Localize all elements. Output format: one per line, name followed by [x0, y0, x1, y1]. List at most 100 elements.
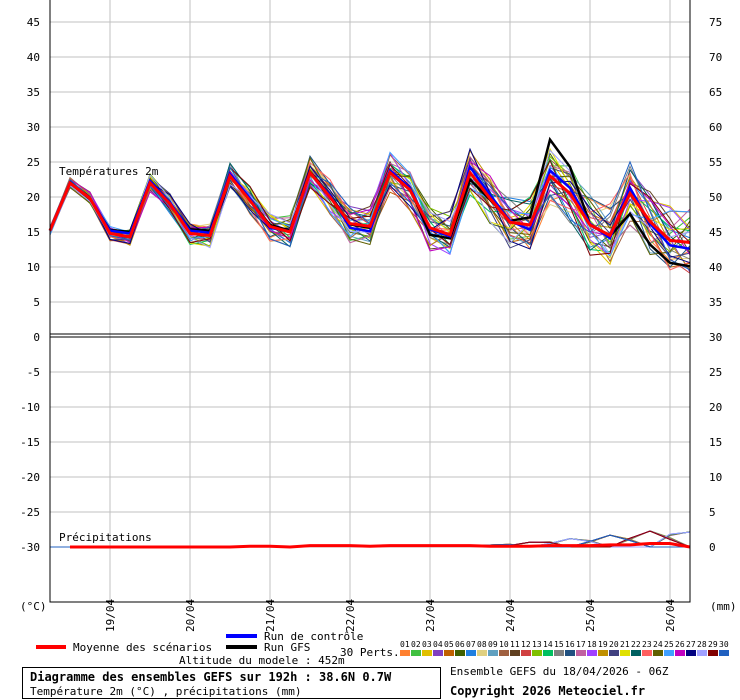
left-unit-label: (°C): [20, 600, 47, 613]
perturbation-swatch: [532, 650, 542, 656]
left-tick-label: 30: [27, 121, 40, 134]
left-tick-label: -25: [20, 506, 40, 519]
perturbation-id-label: 09: [488, 640, 498, 649]
perturbation-id-label: 13: [532, 640, 542, 649]
perturbation-id-label: 05: [444, 640, 454, 649]
right-tick-label: 55: [709, 156, 722, 169]
right-tick-label: 35: [709, 296, 722, 309]
left-tick-label: 5: [33, 296, 40, 309]
grid: [50, 0, 690, 602]
right-tick-label: 70: [709, 51, 722, 64]
precipitation-panel-label: Précipitations: [59, 531, 152, 544]
perturbation-swatch: [686, 650, 696, 656]
perturbation-id-label: 28: [697, 640, 707, 649]
perturbation-swatch: [609, 650, 619, 656]
perturbation-swatch: [631, 650, 641, 656]
left-tick-label: -10: [20, 401, 40, 414]
perturbation-id-label: 03: [422, 640, 432, 649]
legend-control-label: Run de contrôle: [264, 630, 363, 643]
right-tick-label: 75: [709, 16, 722, 29]
perturbation-id-label: 25: [664, 640, 674, 649]
right-tick-label: 50: [709, 191, 722, 204]
altitude-label: Altitude du modele : 452m: [179, 654, 345, 667]
temperature-perturbation-line: [49, 151, 691, 257]
main-lines: [48, 136, 691, 549]
perturbation-swatch: [499, 650, 509, 656]
perturbation-id-label: 21: [620, 640, 630, 649]
temperature-perturbation-line: [49, 156, 691, 256]
perturbation-id-label: 01: [400, 640, 410, 649]
perturbation-swatch: [620, 650, 630, 656]
left-tick-label: -20: [20, 471, 40, 484]
footer-title: Diagramme des ensembles GEFS sur 192h : …: [30, 670, 392, 684]
right-unit-label: (mm): [710, 600, 737, 613]
perturbation-swatch: [598, 650, 608, 656]
perturbation-id-label: 11: [510, 640, 520, 649]
left-tick-label: 45: [27, 16, 40, 29]
plot-frame: [49, 0, 691, 603]
left-tick-label: -15: [20, 436, 40, 449]
legend-gfs-label: Run GFS: [264, 641, 310, 654]
right-tick-label: 0: [709, 541, 716, 554]
right-tick-label: 45: [709, 226, 722, 239]
perturbation-id-label: 24: [653, 640, 663, 649]
perturbation-swatch: [543, 650, 553, 656]
right-tick-label: 65: [709, 86, 722, 99]
perturbation-id-label: 18: [587, 640, 597, 649]
x-tick-label: 20/04: [184, 599, 197, 632]
x-tick-label: 23/04: [424, 599, 437, 632]
perturbation-swatch: [697, 650, 707, 656]
temperature-series-line: [48, 169, 691, 244]
perturbation-id-label: 30: [719, 640, 729, 649]
perturbation-swatch: [653, 650, 663, 656]
left-tick-label: 20: [27, 191, 40, 204]
legend-perts-label: 30 Perts.: [340, 646, 400, 659]
left-tick-label: 35: [27, 86, 40, 99]
temperature-panel-label: Températures 2m: [59, 165, 159, 178]
left-tick-label: 0: [33, 331, 40, 344]
right-tick-label: 5: [709, 506, 716, 519]
right-tick-label: 15: [709, 436, 722, 449]
perturbation-swatch: [554, 650, 564, 656]
right-tick-label: 10: [709, 471, 722, 484]
perturbation-swatch: [642, 650, 652, 656]
perturbation-legend: 01 02 03 04 05 06 07 08 09 10 11 12 13 14 15 16 17 18 19 20…: [400, 640, 729, 656]
perturbation-id-label: 23: [642, 640, 652, 649]
perturbation-id-label: 20: [609, 640, 619, 649]
right-tick-label: 20: [709, 401, 722, 414]
perturbation-swatch: [400, 650, 410, 656]
precipitation-mean-line: [70, 542, 691, 549]
perturbation-swatch: [708, 650, 718, 656]
left-tick-label: 15: [27, 226, 40, 239]
right-tick-label: 30: [709, 331, 722, 344]
perturbation-id-label: 04: [433, 640, 443, 649]
perturbation-id-label: 29: [708, 640, 718, 649]
perturbation-id-label: 07: [466, 640, 476, 649]
perturbation-id-label: 16: [565, 640, 575, 649]
right-tick-label: 60: [709, 121, 722, 134]
perturbation-swatch: [433, 650, 443, 656]
perturbation-swatch: [444, 650, 454, 656]
run-info: Ensemble GEFS du 18/04/2026 - 06Z: [450, 665, 669, 678]
perturbation-swatch: [488, 650, 498, 656]
perturbation-swatch: [455, 650, 465, 656]
perturbation-id-label: 15: [554, 640, 564, 649]
perturbation-id-label: 27: [686, 640, 696, 649]
right-tick-label: 25: [709, 366, 722, 379]
perturbation-swatch: [576, 650, 586, 656]
perturbation-swatch: [521, 650, 531, 656]
right-tick-label: 40: [709, 261, 722, 274]
perturbation-id-label: 14: [543, 640, 553, 649]
perturbation-swatch: [510, 650, 520, 656]
perturbation-id-label: 26: [675, 640, 685, 649]
footer-box: Diagramme des ensembles GEFS sur 192h : …: [22, 667, 441, 699]
x-tick-label: 25/04: [584, 599, 597, 632]
copyright: Copyright 2026 Meteociel.fr: [450, 684, 646, 698]
x-tick-label: 19/04: [104, 599, 117, 632]
perturbation-swatch: [422, 650, 432, 656]
left-tick-label: 10: [27, 261, 40, 274]
x-tick-label: 24/04: [504, 599, 517, 632]
footer-subtitle: Température 2m (°C) , précipitations (mm…: [30, 685, 302, 698]
